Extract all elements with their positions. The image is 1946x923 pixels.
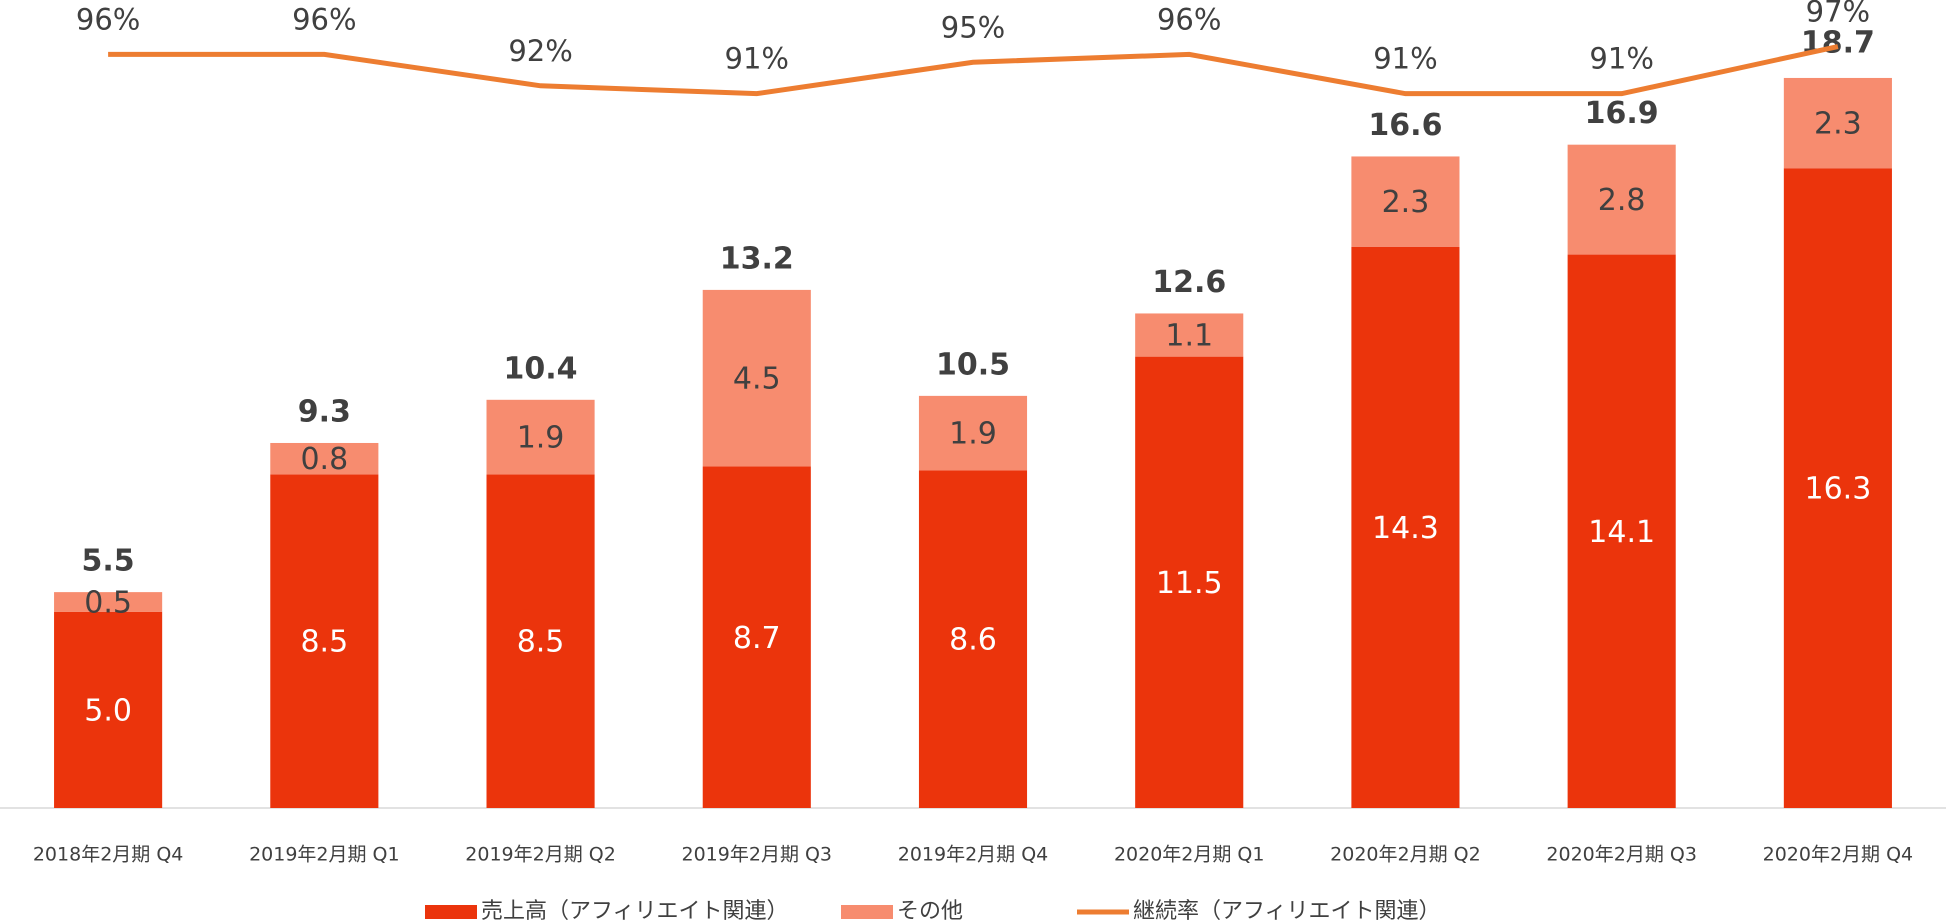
bar-value-label: 2.3 [1382, 185, 1430, 220]
line-value-label: 96% [76, 2, 140, 36]
x-tick-label: 2020年2月期 Q1 [1114, 844, 1265, 866]
bar-value-label: 8.5 [517, 625, 565, 660]
x-tick-label: 2020年2月期 Q4 [1763, 844, 1914, 866]
line-value-label: 96% [1157, 2, 1221, 36]
bar-value-label: 8.6 [949, 623, 997, 658]
legend-swatch [841, 905, 893, 919]
bar-segment [270, 442, 379, 475]
bar-segment [702, 466, 811, 808]
bar-value-label: 8.5 [300, 625, 348, 660]
line-value-label: 91% [1589, 42, 1653, 76]
bar-segment [1351, 246, 1460, 809]
bar-value-label: 2.8 [1598, 183, 1646, 218]
bar-segment [918, 470, 1028, 808]
line-value-label: 96% [292, 2, 356, 36]
bar-value-label: 2.3 [1814, 107, 1862, 142]
bar-segment [54, 611, 163, 808]
x-tick-label: 2019年2月期 Q4 [898, 844, 1049, 866]
bar-value-label: 0.8 [300, 442, 348, 477]
x-tick-label: 2019年2月期 Q1 [249, 844, 400, 866]
bar-segment [1567, 254, 1676, 808]
bar-value-label: 8.7 [733, 621, 781, 656]
bar-segment [270, 474, 379, 808]
x-tick-label: 2020年2月期 Q3 [1546, 844, 1697, 866]
total-label: 16.6 [1368, 108, 1442, 143]
bar-value-label: 14.3 [1372, 511, 1439, 546]
x-tick-label: 2019年2月期 Q3 [682, 844, 833, 866]
legend-label: 売上高（アフィリエイト関連） [481, 899, 789, 923]
total-label: 12.6 [1152, 265, 1226, 300]
total-label: 9.3 [298, 394, 351, 429]
bar-value-label: 4.5 [733, 362, 781, 397]
total-label: 10.4 [504, 351, 578, 386]
total-label: 16.9 [1585, 96, 1659, 131]
bar-value-label: 5.0 [84, 693, 132, 728]
bar-value-label: 14.1 [1588, 515, 1655, 550]
bar-value-label: 16.3 [1804, 472, 1871, 507]
bar-segment [1135, 313, 1244, 357]
bar-value-label: 0.5 [84, 585, 132, 620]
legend-label: その他 [897, 899, 963, 923]
bar-segment [1783, 168, 1892, 809]
x-tick-label: 2018年2月期 Q4 [33, 844, 184, 866]
bar-segment [1567, 144, 1676, 255]
bar-segment [918, 395, 1028, 471]
bar-segment [1351, 156, 1460, 247]
bar-value-label: 11.5 [1156, 566, 1223, 601]
line-value-label: 92% [508, 34, 572, 68]
bar-value-label: 1.1 [1165, 319, 1213, 354]
legend-label: 継続率（アフィリエイト関連） [1133, 899, 1441, 923]
line-value-label: 95% [941, 10, 1005, 44]
line-series [108, 44, 1839, 97]
bar-value-label: 1.9 [517, 421, 565, 456]
bar-segment [702, 289, 811, 467]
line-value-label: 91% [725, 42, 789, 76]
total-label: 10.5 [936, 347, 1010, 382]
bar-segment [486, 474, 595, 808]
total-label: 5.5 [82, 544, 135, 579]
total-label: 13.2 [720, 241, 794, 276]
x-tick-label: 2019年2月期 Q2 [465, 844, 616, 866]
line-value-label: 91% [1373, 42, 1437, 76]
bar-value-label: 1.9 [949, 417, 997, 452]
x-tick-label: 2020年2月期 Q2 [1330, 844, 1481, 866]
legend-swatch [425, 905, 477, 919]
bar-segment [1783, 77, 1892, 169]
total-label: 18.7 [1801, 26, 1875, 61]
bar-segment [54, 592, 163, 612]
bar-segment [1135, 356, 1244, 808]
bar-segment [486, 399, 595, 475]
line-value-label: 97% [1806, 0, 1870, 29]
